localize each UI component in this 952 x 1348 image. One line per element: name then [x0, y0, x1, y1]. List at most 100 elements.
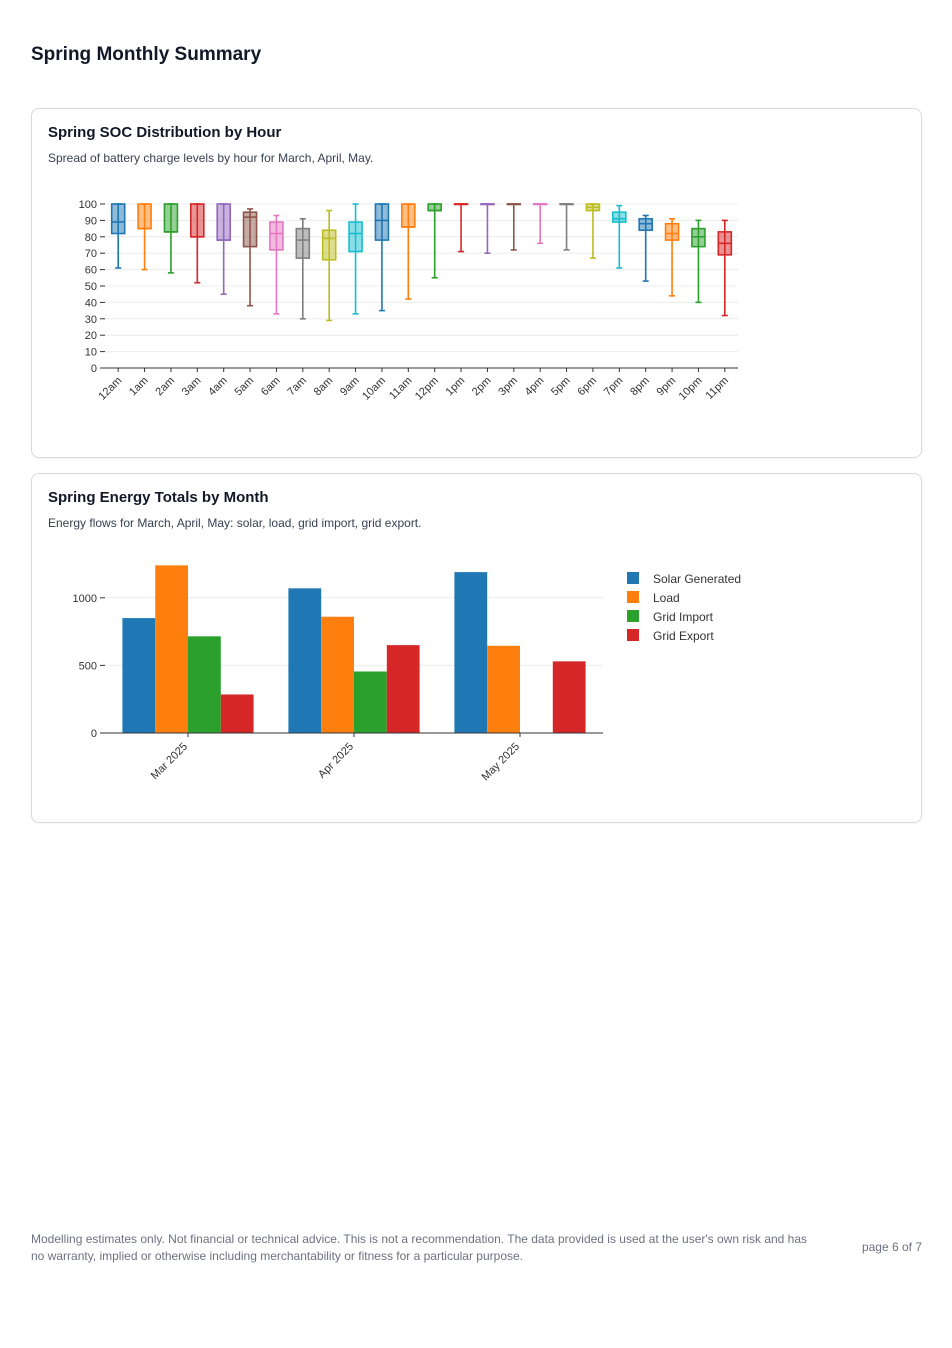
x-tick-label: 4pm: [523, 375, 547, 399]
x-tick-label: 6am: [259, 375, 283, 399]
x-tick-label: 5pm: [549, 375, 573, 399]
bar-load: [321, 616, 354, 733]
box-11am: [401, 203, 416, 300]
box-body: [110, 203, 126, 235]
box-body: [664, 222, 680, 241]
box-body: [190, 203, 205, 238]
box-5pm: [559, 203, 574, 251]
y-tick-label: 70: [85, 248, 97, 260]
x-tick-label: 1pm: [444, 375, 468, 399]
box-body: [295, 227, 311, 259]
x-tick-label: 9am: [338, 375, 362, 399]
x-tick-label: 8am: [312, 375, 336, 399]
box-11pm: [717, 219, 733, 317]
box-body: [269, 221, 284, 251]
y-tick-label: 0: [91, 728, 97, 740]
bar-solar-generated: [288, 588, 322, 733]
y-tick-label: 20: [85, 330, 97, 342]
box-3pm: [506, 203, 522, 251]
legend: Solar Generated Load Grid Import Grid Expor…: [627, 572, 741, 643]
bar-grid-import: [188, 636, 221, 733]
legend-swatch: [627, 572, 639, 584]
box-body: [216, 203, 231, 241]
y-tick-label: 10: [85, 347, 97, 359]
y-tick-label: 30: [85, 314, 97, 326]
legend-swatch: [627, 610, 639, 622]
x-tick-label: May 2025: [479, 741, 522, 784]
box-body: [321, 229, 337, 261]
x-tick-label: Apr 2025: [316, 741, 356, 781]
box-2pm: [480, 203, 495, 254]
box-6am: [269, 214, 284, 315]
y-tick-label: 90: [85, 215, 97, 227]
page-title: Spring Monthly Summary: [31, 44, 262, 65]
box-12pm: [427, 203, 442, 279]
x-tick-label: 7am: [285, 375, 309, 399]
box-4pm: [532, 203, 548, 245]
box-body: [638, 217, 653, 232]
energy-totals-card: Spring Energy Totals by Month Energy flo…: [31, 473, 922, 823]
x-tick-label: 10am: [360, 375, 388, 403]
y-tick-label: 500: [79, 660, 97, 672]
box-body: [348, 221, 363, 253]
y-tick-label: 80: [85, 232, 97, 244]
soc-box-chart: 0 10 20 30 40 50 60 70 80 90 100 12am 1am 2am 3am 4am 5a…: [79, 199, 738, 403]
x-tick-label: 10pm: [677, 375, 705, 403]
y-tick-label: 60: [85, 265, 97, 277]
chart-subtitle: Energy flows for March, April, May: sola…: [48, 516, 422, 530]
x-tick-label: 3pm: [496, 375, 520, 399]
legend-swatch: [627, 629, 639, 641]
legend-label: Solar Generated: [653, 572, 741, 586]
y-tick-label: 0: [91, 363, 97, 375]
box-body: [374, 203, 390, 241]
box-body: [427, 203, 442, 212]
legend-label: Load: [653, 591, 680, 605]
bar-grid-import: [354, 671, 387, 733]
x-tick-label: 4am: [206, 375, 230, 399]
box-1am: [137, 203, 152, 271]
y-tick-label: 1000: [73, 593, 97, 605]
y-tick-label: 100: [79, 199, 97, 211]
x-tick-label: 2am: [153, 375, 177, 399]
bar-grid-export: [220, 694, 254, 733]
box-5am: [242, 208, 258, 307]
bar-load: [155, 565, 188, 733]
box-2am: [163, 203, 179, 274]
x-tick-label: 2pm: [470, 375, 494, 399]
box-8am: [321, 209, 337, 322]
y-tick-label: 40: [85, 297, 97, 309]
page-number: page 6 of 7: [861, 1240, 922, 1254]
box-12am: [110, 203, 126, 269]
x-tick-label: 6pm: [575, 375, 599, 399]
chart-title: Spring Energy Totals by Month: [48, 489, 269, 506]
box-body: [242, 211, 258, 248]
bar-grid-export: [552, 661, 586, 733]
box-10pm: [691, 219, 706, 304]
box-4am: [216, 203, 231, 295]
legend-label: Grid Export: [653, 629, 714, 643]
footer-disclaimer: Modelling estimates only. Not financial …: [31, 1232, 808, 1263]
box-body: [163, 203, 179, 233]
box-body: [137, 203, 152, 230]
x-tick-label: 1am: [127, 375, 151, 399]
legend-swatch: [627, 591, 639, 603]
box-9pm: [664, 217, 680, 297]
energy-bar-chart: 0 500 1000 Mar 2025 Apr 2025 May 2025 Solar Ge…: [73, 565, 741, 784]
x-tick-label: 11am: [387, 375, 414, 402]
bar-load: [487, 645, 520, 733]
box-3am: [190, 203, 205, 284]
bar-solar-generated: [122, 618, 156, 733]
box-7am: [295, 217, 311, 320]
x-tick-label: 5am: [233, 375, 257, 399]
box-body: [612, 211, 627, 223]
box-7pm: [612, 204, 627, 269]
soc-distribution-card: Spring SOC Distribution by Hour Spread o…: [31, 108, 922, 458]
box-1pm: [453, 203, 469, 253]
x-tick-label: 9pm: [655, 375, 679, 399]
x-tick-label: 3am: [180, 375, 204, 399]
bar-solar-generated: [454, 572, 488, 733]
box-body: [691, 227, 706, 248]
box-body: [401, 203, 416, 228]
x-tick-label: 12pm: [413, 375, 441, 403]
bar-grid-export: [386, 645, 420, 733]
